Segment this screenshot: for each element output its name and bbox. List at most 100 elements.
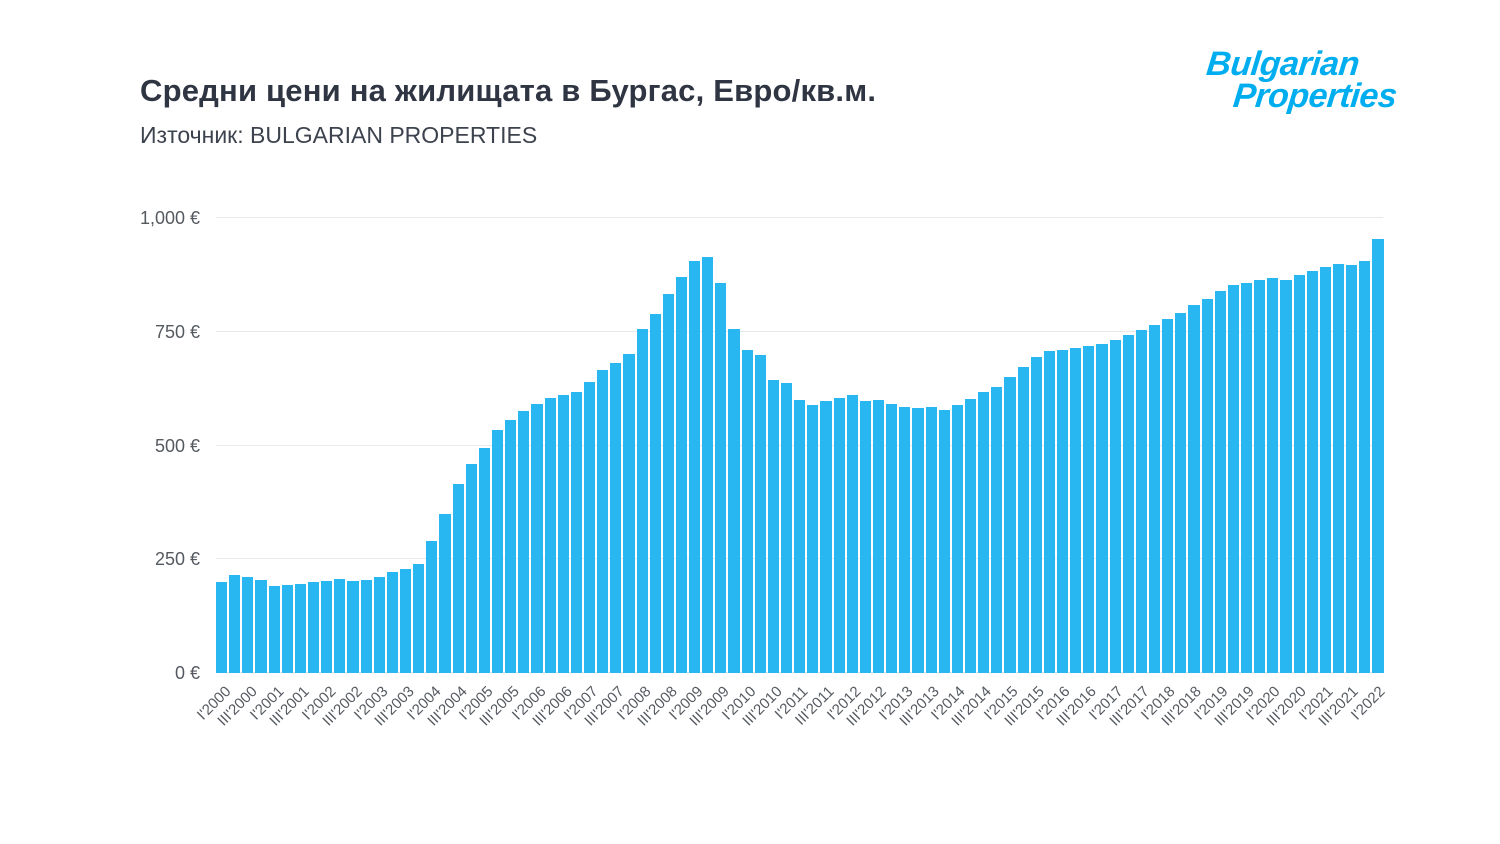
bar <box>1372 239 1384 673</box>
brand-logo: Bulgarian Properties <box>1202 45 1402 116</box>
bar <box>833 397 845 673</box>
bar <box>846 395 858 673</box>
bar <box>899 406 911 673</box>
bar <box>373 577 385 673</box>
bar <box>728 329 740 673</box>
bar <box>465 463 477 673</box>
y-axis: 0 € 250 € 500 € 750 € 1,000 € <box>140 209 216 682</box>
bar <box>1201 298 1213 673</box>
bar <box>597 370 609 673</box>
bar <box>426 541 438 673</box>
bar <box>1293 274 1305 673</box>
bar <box>1306 270 1318 673</box>
bar <box>649 313 661 673</box>
bar <box>478 447 490 673</box>
bar <box>1359 261 1371 673</box>
bar <box>767 379 780 673</box>
bar <box>925 406 937 673</box>
bar <box>1070 348 1082 673</box>
bar <box>570 391 582 673</box>
x-axis: I'2000 III'2000 I'2001 III'2001 I'2002 III'20… <box>194 673 1388 768</box>
bar <box>1109 339 1121 673</box>
bar <box>544 397 556 673</box>
gridline <box>216 330 1383 332</box>
gridline <box>216 217 1383 218</box>
bars-group <box>216 218 1384 673</box>
y-tick-label: 0 € <box>174 663 200 683</box>
bar <box>1214 290 1226 673</box>
bar <box>1004 377 1016 673</box>
bar <box>754 354 766 673</box>
bar <box>347 580 359 673</box>
bar <box>1096 344 1108 673</box>
bar <box>1057 349 1069 673</box>
bar <box>991 387 1003 673</box>
bar <box>886 403 898 673</box>
bar <box>439 513 451 673</box>
bar <box>1332 263 1345 673</box>
bar <box>281 585 293 673</box>
bar <box>1135 330 1147 673</box>
bar <box>636 329 648 673</box>
y-tick-label: 500 € <box>154 435 200 456</box>
bar <box>1227 285 1239 673</box>
bar <box>1346 265 1358 673</box>
bar <box>531 403 543 673</box>
bar <box>1319 266 1331 673</box>
bar <box>413 563 425 673</box>
bar <box>1083 346 1095 673</box>
bar <box>741 349 753 673</box>
bar <box>978 392 990 673</box>
bar <box>1148 324 1161 673</box>
bar <box>216 582 228 673</box>
bar <box>820 401 832 673</box>
bar <box>1017 367 1029 673</box>
bar <box>583 381 596 673</box>
bar <box>951 404 964 673</box>
bar <box>1122 335 1134 673</box>
bar <box>873 400 885 673</box>
bar <box>623 353 635 673</box>
bar <box>807 404 819 673</box>
bar <box>859 400 872 673</box>
bar <box>294 583 306 673</box>
bar <box>399 569 412 673</box>
bar <box>781 382 793 673</box>
bar <box>794 400 806 673</box>
bar <box>491 429 504 673</box>
bar <box>689 261 701 673</box>
bar <box>557 394 569 673</box>
bar <box>675 277 688 673</box>
bar <box>268 585 280 673</box>
page-title: Средни цени на жилищата в Бургас, Евро/к… <box>140 72 877 108</box>
y-tick-label: 1,000 € <box>139 208 200 228</box>
bar <box>518 411 530 673</box>
bar <box>1254 279 1266 673</box>
bar <box>505 420 517 673</box>
bar <box>229 575 241 673</box>
bar <box>965 399 977 673</box>
bar <box>307 582 320 673</box>
bar <box>715 282 727 673</box>
bar <box>1267 278 1279 673</box>
y-tick-label: 750 € <box>154 321 200 342</box>
bar <box>255 579 267 673</box>
bar <box>610 362 622 673</box>
plot-area <box>216 217 1384 673</box>
bar <box>1188 305 1200 673</box>
bar <box>452 484 464 673</box>
bar <box>321 580 333 673</box>
bar-chart: 0 € 250 € 500 € 750 € 1,000 € I'2000 III'2000… <box>140 209 1389 768</box>
y-tick-label: 250 € <box>154 549 200 570</box>
bar <box>1280 279 1292 673</box>
bar <box>386 572 398 673</box>
bar <box>360 579 372 673</box>
brand-logo-line2: Properties <box>1231 77 1399 116</box>
brand-logo-line1: Bulgarian <box>1204 45 1362 83</box>
bar <box>334 579 346 673</box>
bar <box>1240 282 1253 673</box>
bar <box>938 410 950 673</box>
source-label: Източник: BULGARIAN PROPERTIES <box>140 122 538 148</box>
bar <box>662 294 674 673</box>
